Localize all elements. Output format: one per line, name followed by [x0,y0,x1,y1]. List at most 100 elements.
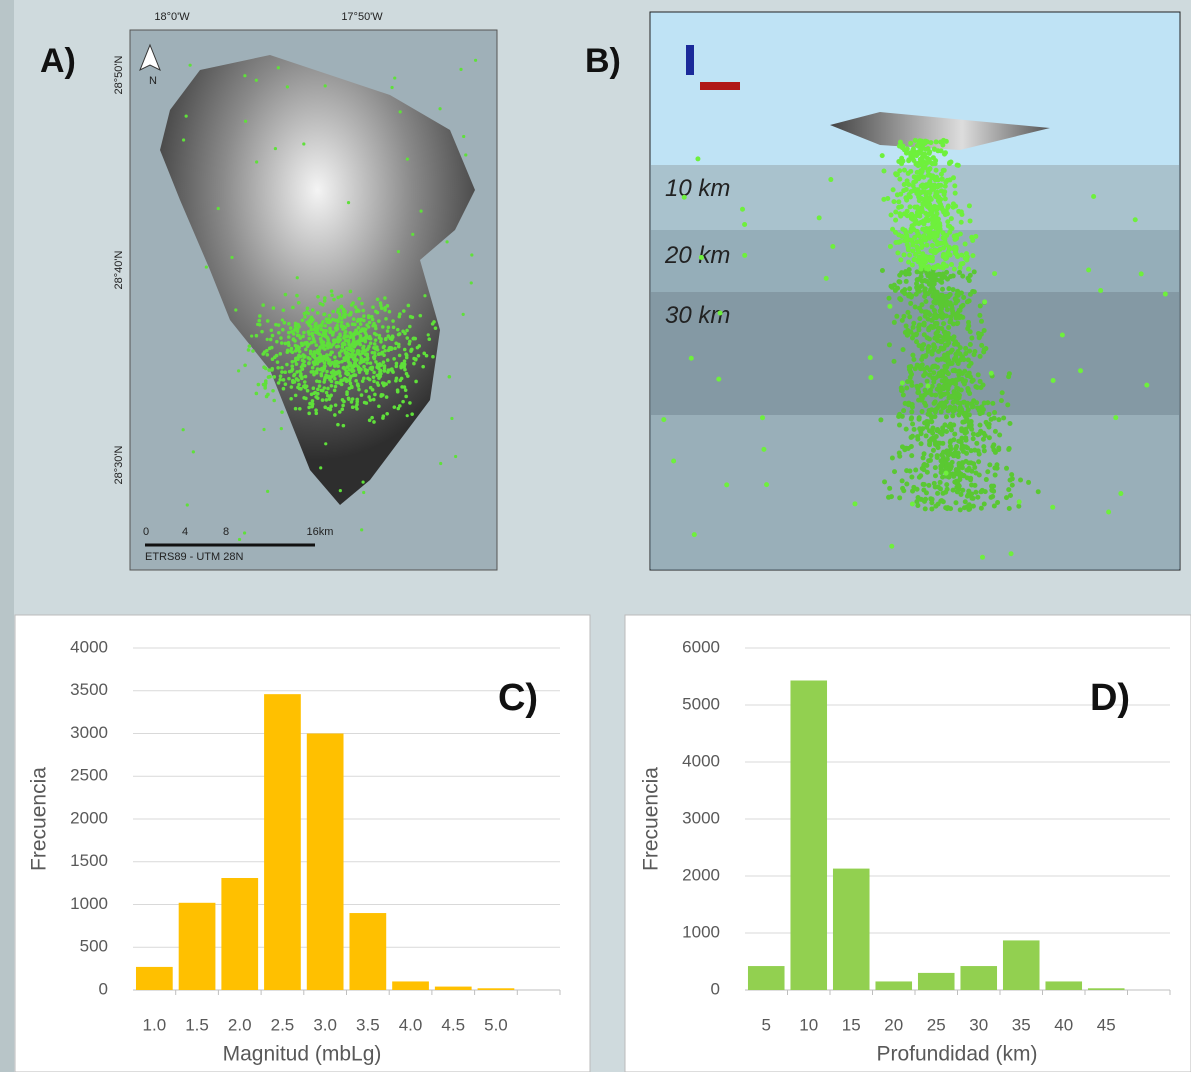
dot [956,412,961,417]
dot [394,365,398,369]
dot [399,366,403,370]
dot [251,349,255,353]
dot [304,397,308,401]
dot [318,384,322,388]
dot [405,336,409,340]
dot [912,427,917,432]
dot [427,337,431,341]
dot [926,412,931,417]
dot [410,348,414,352]
dot [357,326,361,330]
dot [309,328,313,332]
dot [915,487,920,492]
dot [1007,371,1012,376]
dot [992,503,997,508]
dot [412,357,416,361]
dot [363,358,367,362]
dot [361,379,365,383]
dot [367,395,371,399]
dot [922,393,927,398]
dot [935,491,940,496]
dot [372,420,376,424]
dot [951,368,956,373]
dot [959,220,964,225]
dot [354,329,358,333]
dot [920,243,925,248]
x-tick-label: 2.0 [228,1015,252,1034]
x-tick-label: 4.5 [441,1015,465,1034]
dot [316,392,320,396]
dot [928,458,933,463]
dot [1009,551,1014,556]
dot [661,417,666,422]
dot [761,447,766,452]
dot [914,331,919,336]
dot [434,326,438,330]
dot [868,375,873,380]
dot [981,444,986,449]
dot [944,270,949,275]
dot [937,313,942,318]
dot [958,345,963,350]
dot [929,453,934,458]
dot [393,405,397,409]
dot [280,410,284,414]
dot [359,358,363,362]
dot [943,180,948,185]
dot [940,475,945,480]
lat-label: 28°30'N [113,445,125,484]
dot [302,331,306,335]
dot [956,372,961,377]
dot [932,313,937,318]
dot [362,365,366,369]
dot [918,429,923,434]
dot [408,401,412,405]
dot [287,377,291,381]
dot [345,392,349,396]
dot [972,483,977,488]
side-strip [0,0,14,1072]
dot [192,450,195,453]
dot [963,346,968,351]
dot [333,389,337,393]
dot [887,304,892,309]
dot [387,368,391,372]
dot [913,161,918,166]
dot [336,296,340,300]
dot [255,392,259,396]
dot [1050,505,1055,510]
dot [958,507,963,512]
dot [336,423,340,427]
dot [978,303,983,308]
dot [372,371,376,375]
dot [323,299,327,303]
dot [407,304,411,308]
dot [349,375,353,379]
dot [398,332,402,336]
dot [384,317,388,321]
dot [932,414,937,419]
dot [946,450,951,455]
dot [383,306,387,310]
dot [960,274,965,279]
dot [953,450,958,455]
dot [403,368,407,372]
dot [282,308,286,312]
dot [205,265,208,268]
dot [310,393,314,397]
dot [364,353,368,357]
y-tick-label: 500 [80,937,108,956]
dot [969,460,974,465]
dot [263,350,267,354]
y-tick-label: 3500 [70,680,108,699]
dot [454,455,457,458]
bar [349,913,386,990]
dot [975,432,980,437]
dot [910,335,915,340]
dot [946,408,951,413]
dot [360,302,364,306]
dot [718,311,723,316]
dot [969,492,974,497]
dot [459,68,462,71]
dot [346,322,350,326]
